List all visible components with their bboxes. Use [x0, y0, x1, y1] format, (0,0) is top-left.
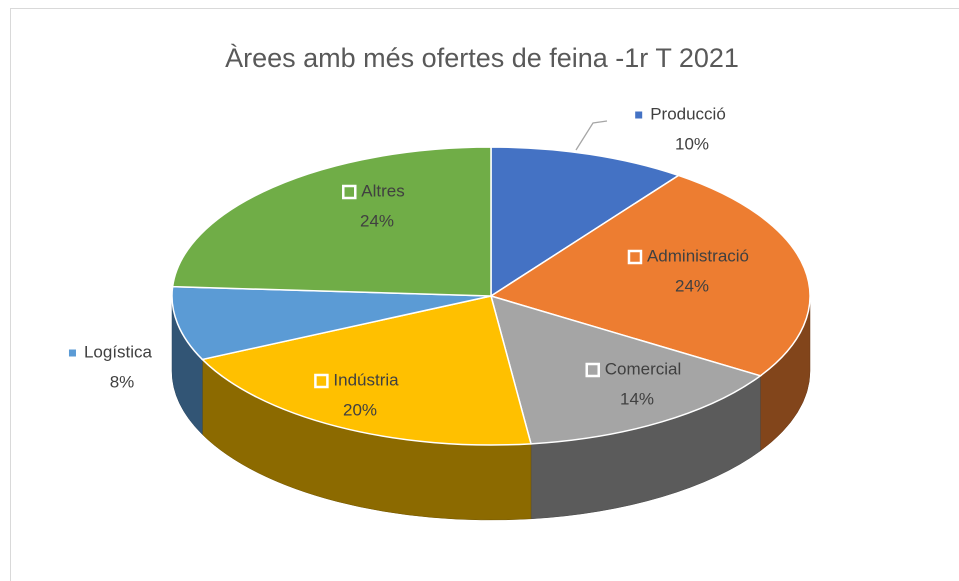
data-label-name: Administració	[647, 246, 749, 265]
label-key	[635, 111, 643, 119]
pie-slice	[171, 146, 492, 297]
pie-slice	[171, 285, 492, 361]
label-key	[314, 373, 329, 389]
data-label-value: 14%	[620, 389, 654, 408]
data-label-value: 20%	[343, 400, 377, 419]
pie-slice	[489, 294, 763, 445]
data-label-name: Producció	[650, 104, 726, 123]
pie-slice	[489, 174, 811, 377]
chart-title: Àrees amb més ofertes de feina -1r T 202…	[225, 43, 739, 73]
pie-slice	[490, 146, 681, 298]
data-label-value: 8%	[110, 372, 135, 391]
data-label-name: Logística	[84, 342, 153, 361]
leader-line	[575, 120, 608, 151]
label-key	[627, 249, 643, 265]
pie-slice	[200, 295, 532, 446]
label-key	[585, 362, 600, 378]
label-key	[342, 184, 357, 200]
data-label-name: Altres	[361, 181, 404, 200]
data-label-value: 24%	[360, 211, 394, 230]
data-label-name: Comercial	[605, 359, 682, 378]
data-label-value: 10%	[675, 134, 709, 153]
data-label-value: 24%	[675, 276, 709, 295]
data-label-name: Indústria	[333, 370, 399, 389]
label-key	[68, 349, 76, 357]
